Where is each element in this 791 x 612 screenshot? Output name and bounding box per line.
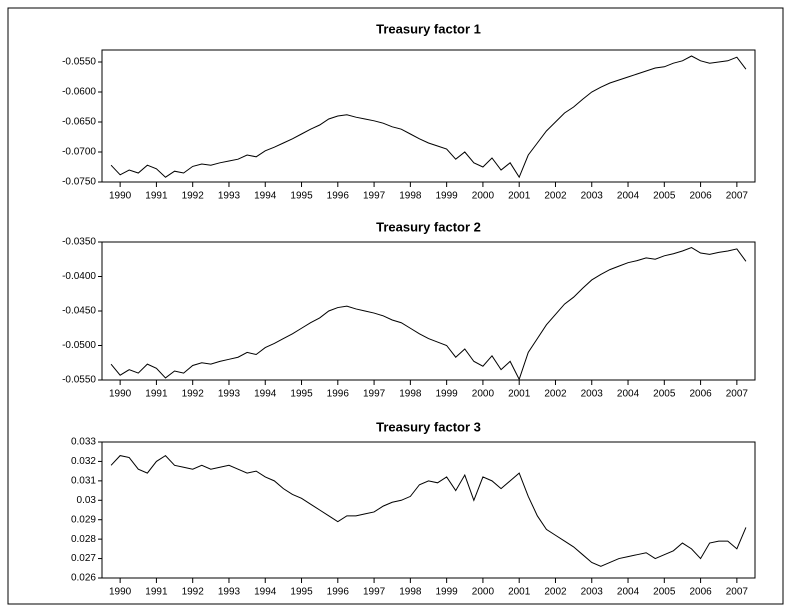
x-tick-label: 1997 xyxy=(363,587,386,598)
y-tick-label: 0.033 xyxy=(71,437,96,448)
x-tick-label: 2007 xyxy=(726,389,749,400)
x-tick-label: 1991 xyxy=(145,587,168,598)
x-tick-label: 2006 xyxy=(689,191,712,202)
x-tick-label: 1994 xyxy=(254,389,277,400)
x-tick-label: 1994 xyxy=(254,587,277,598)
x-tick-label: 2004 xyxy=(617,587,640,598)
y-tick-label: -0.0500 xyxy=(62,340,96,351)
x-tick-label: 1998 xyxy=(399,191,422,202)
x-tick-label: 2001 xyxy=(508,587,531,598)
x-tick-label: 1993 xyxy=(218,587,241,598)
series-line xyxy=(110,454,747,567)
plot-area xyxy=(101,49,756,183)
x-tick-label: 1995 xyxy=(290,389,313,400)
y-tick-label: 0.031 xyxy=(71,475,96,486)
plot-area xyxy=(101,441,756,579)
y-tick-label: -0.0700 xyxy=(62,147,96,158)
frame xyxy=(7,7,784,605)
x-tick-label: 1996 xyxy=(327,587,350,598)
x-tick-label: 1992 xyxy=(182,389,205,400)
y-tick-label: -0.0650 xyxy=(62,117,96,128)
x-tick-label: 2004 xyxy=(617,389,640,400)
series-line xyxy=(110,246,747,381)
panel-title: Treasury factor 1 xyxy=(376,21,481,36)
x-tick-label: 1990 xyxy=(109,191,132,202)
x-tick-label: 1999 xyxy=(436,389,459,400)
x-tick-label: 1998 xyxy=(399,389,422,400)
x-tick-label: 1997 xyxy=(363,191,386,202)
x-tick-label: 1995 xyxy=(290,191,313,202)
x-tick-label: 2005 xyxy=(653,389,676,400)
x-tick-label: 1998 xyxy=(399,587,422,598)
x-tick-label: 1996 xyxy=(327,191,350,202)
x-tick-label: 1990 xyxy=(109,587,132,598)
x-tick-label: 1993 xyxy=(218,389,241,400)
x-tick-label: 1993 xyxy=(218,191,241,202)
x-tick-label: 1991 xyxy=(145,389,168,400)
x-tick-label: 1995 xyxy=(290,587,313,598)
x-tick-label: 2007 xyxy=(726,587,749,598)
y-tick-label: -0.0550 xyxy=(62,57,96,68)
panel-title: Treasury factor 3 xyxy=(376,419,481,434)
x-tick-label: 2006 xyxy=(689,389,712,400)
y-tick-label: -0.0750 xyxy=(62,177,96,188)
y-tick-label: -0.0350 xyxy=(62,237,96,248)
x-tick-label: 1996 xyxy=(327,389,350,400)
x-tick-label: 1999 xyxy=(436,191,459,202)
x-tick-label: 2000 xyxy=(472,587,495,598)
x-tick-label: 2002 xyxy=(544,587,567,598)
x-tick-label: 2006 xyxy=(689,587,712,598)
x-tick-label: 1992 xyxy=(182,587,205,598)
y-tick-label: -0.0600 xyxy=(62,87,96,98)
x-tick-label: 2001 xyxy=(508,191,531,202)
x-tick-label: 2002 xyxy=(544,389,567,400)
x-tick-label: 1994 xyxy=(254,191,277,202)
x-tick-label: 1999 xyxy=(436,587,459,598)
x-tick-label: 2003 xyxy=(581,191,604,202)
x-tick-label: 2000 xyxy=(472,191,495,202)
x-tick-label: 1990 xyxy=(109,389,132,400)
series-line xyxy=(110,55,747,179)
x-tick-label: 1992 xyxy=(182,191,205,202)
y-tick-label: 0.028 xyxy=(71,534,96,545)
y-tick-label: 0.032 xyxy=(71,456,96,467)
x-tick-label: 2007 xyxy=(726,191,749,202)
x-tick-label: 1991 xyxy=(145,191,168,202)
y-tick-label: 0.03 xyxy=(77,495,97,506)
x-tick-label: 1997 xyxy=(363,389,386,400)
y-tick-label: 0.029 xyxy=(71,514,96,525)
panel-title: Treasury factor 2 xyxy=(376,219,481,234)
x-tick-label: 2000 xyxy=(472,389,495,400)
x-tick-label: 2003 xyxy=(581,587,604,598)
x-tick-label: 2005 xyxy=(653,191,676,202)
x-tick-label: 2004 xyxy=(617,191,640,202)
x-tick-label: 2002 xyxy=(544,191,567,202)
x-tick-label: 2005 xyxy=(653,587,676,598)
y-tick-label: -0.0450 xyxy=(62,306,96,317)
y-tick-label: -0.0400 xyxy=(62,271,96,282)
y-tick-label: 0.027 xyxy=(71,553,96,564)
y-tick-label: -0.0550 xyxy=(62,375,96,386)
y-tick-label: 0.026 xyxy=(71,573,96,584)
x-tick-label: 2001 xyxy=(508,389,531,400)
x-tick-label: 2003 xyxy=(581,389,604,400)
